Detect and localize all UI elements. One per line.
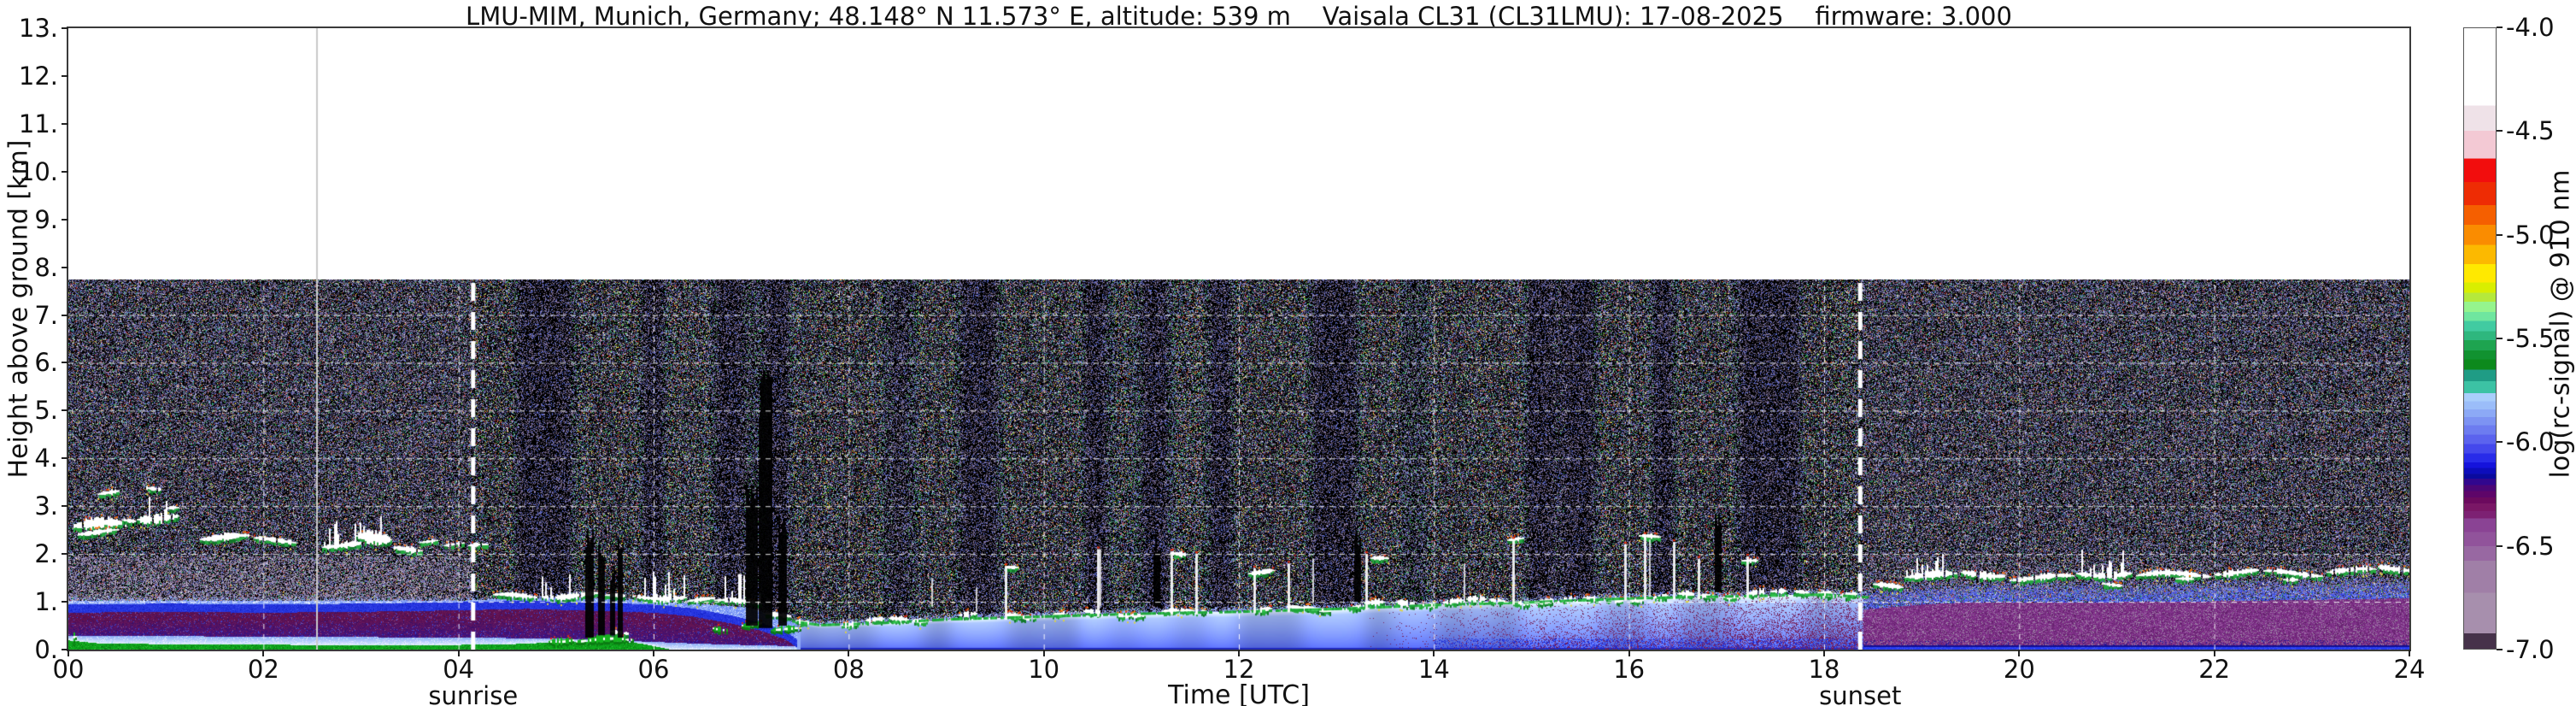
colorbar-tick-mark: [2497, 338, 2503, 339]
x-tick-label: 10: [1028, 655, 1060, 684]
y-tick-mark: [62, 266, 68, 268]
sun-annotation-label: sunrise: [428, 681, 519, 706]
x-tick-label: 04: [443, 655, 475, 684]
colorbar-tick-label: -4.5: [2506, 116, 2555, 146]
colorbar-tick-label: -6.5: [2506, 531, 2555, 561]
x-tick-label: 00: [52, 655, 85, 684]
y-tick-mark: [62, 409, 68, 412]
y-tick-mark: [62, 170, 68, 173]
y-tick-label: 4.: [34, 444, 58, 474]
x-tick-label: 12: [1223, 655, 1255, 684]
x-tick-mark: [1238, 650, 1240, 656]
y-tick-mark: [62, 457, 68, 460]
colorbar-tick-mark: [2497, 649, 2503, 650]
y-tick-label: 10.: [18, 156, 58, 186]
y-tick-label: 11.: [18, 109, 58, 138]
colorbar-label: log(rc-signal) @ 910 nm: [2545, 169, 2576, 478]
y-tick-mark: [62, 314, 68, 316]
x-tick-mark: [2409, 650, 2410, 656]
colorbar-tick-label: -5.0: [2506, 220, 2555, 250]
y-tick-label: 6.: [34, 348, 58, 378]
x-tick-label: 06: [637, 655, 670, 684]
x-tick-label: 20: [2003, 655, 2035, 684]
y-tick-mark: [62, 362, 68, 364]
colorbar-tick-mark: [2497, 544, 2503, 547]
y-tick-label: 3.: [34, 491, 58, 521]
colorbar-tick-mark: [2497, 233, 2503, 236]
y-tick-mark: [62, 122, 68, 125]
x-tick-mark: [1628, 650, 1630, 656]
x-axis-label: Time [UTC]: [1168, 680, 1310, 706]
y-tick-label: 2.: [34, 539, 58, 569]
colorbar-tick-label: -4.0: [2506, 13, 2555, 42]
y-tick-label: 0.: [34, 635, 58, 664]
y-tick-mark: [62, 505, 68, 508]
y-tick-mark: [62, 218, 68, 221]
y-tick-label: 7.: [34, 300, 58, 330]
y-axis-label: Height above ground [km]: [3, 139, 34, 478]
x-tick-mark: [2018, 650, 2021, 656]
colorbar-tick-label: -7.0: [2506, 635, 2555, 664]
y-tick-mark: [62, 649, 68, 650]
colorbar-tick-mark: [2497, 441, 2503, 444]
x-tick-label: 14: [1417, 655, 1450, 684]
x-tick-mark: [2213, 650, 2215, 656]
colorbar: [2463, 27, 2497, 650]
y-tick-label: 9.: [34, 204, 58, 234]
x-tick-mark: [262, 650, 265, 656]
y-tick-mark: [62, 74, 68, 77]
plot-frame: [67, 26, 2411, 651]
y-tick-label: 8.: [34, 252, 58, 282]
x-tick-label: 22: [2198, 655, 2231, 684]
y-tick-label: 5.: [34, 396, 58, 426]
x-tick-mark: [1042, 650, 1045, 656]
colorbar-tick-mark: [2497, 26, 2503, 28]
heatmap-canvas: [68, 28, 2409, 650]
x-tick-mark: [1433, 650, 1435, 656]
y-tick-mark: [62, 27, 68, 29]
x-tick-label: 18: [1808, 655, 1840, 684]
x-tick-mark: [457, 650, 460, 656]
y-tick-mark: [62, 601, 68, 603]
x-tick-mark: [67, 650, 69, 656]
page-title: LMU-MIM, Munich, Germany; 48.148° N 11.5…: [466, 2, 2012, 31]
colorbar-tick-label: -5.5: [2506, 324, 2555, 353]
y-tick-label: 13.: [18, 14, 58, 43]
sun-annotation-label: sunset: [1819, 681, 1902, 706]
x-tick-label: 24: [2393, 655, 2426, 684]
x-tick-label: 02: [247, 655, 279, 684]
x-tick-mark: [1823, 650, 1825, 656]
y-tick-label: 12.: [18, 61, 58, 91]
x-tick-mark: [653, 650, 654, 656]
colorbar-tick-mark: [2497, 130, 2503, 132]
x-tick-mark: [848, 650, 850, 656]
colorbar-tick-label: -6.0: [2506, 427, 2555, 457]
y-tick-mark: [62, 553, 68, 556]
y-tick-label: 1.: [34, 587, 58, 617]
x-tick-label: 08: [832, 655, 865, 684]
x-tick-label: 16: [1613, 655, 1646, 684]
